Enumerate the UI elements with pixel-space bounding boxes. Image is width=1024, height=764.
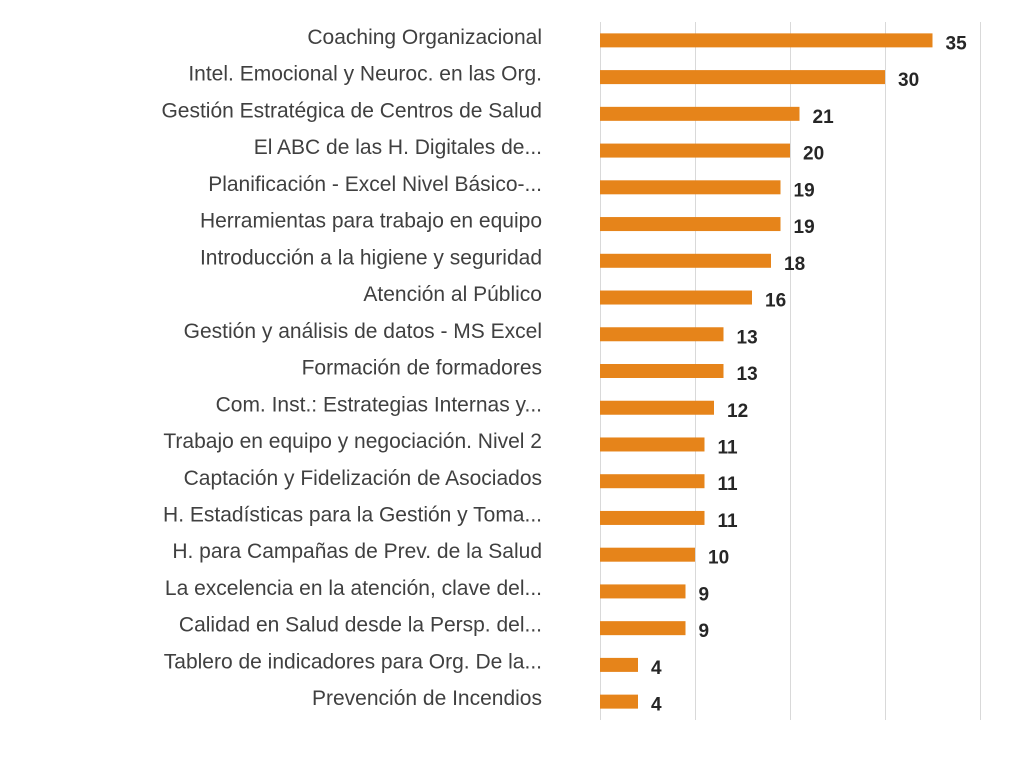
category-label-17: Tablero de indicadores para Org. De la..…: [164, 650, 542, 673]
bar-16: [600, 621, 686, 636]
category-label-4: Planificación - Excel Nivel Básico-...: [208, 173, 542, 196]
data-label-13: 11: [718, 511, 739, 532]
data-label-8: 13: [737, 327, 758, 348]
category-label-14: H. para Campañas de Prev. de la Salud: [172, 540, 542, 563]
data-label-15: 9: [699, 584, 710, 605]
category-label-18: Prevención de Incendios: [312, 687, 542, 710]
category-label-2: Gestión Estratégica de Centros de Salud: [161, 99, 542, 122]
bar-9: [600, 364, 724, 378]
bars: [600, 33, 933, 709]
bar-6: [600, 253, 771, 268]
data-label-12: 11: [718, 474, 739, 495]
category-label-1: Intel. Emocional y Neuroc. en las Org.: [188, 63, 542, 86]
category-label-15: La excelencia en la atención, clave del.…: [165, 577, 542, 600]
bar-10: [600, 400, 714, 415]
gridlines: [600, 22, 981, 720]
data-label-17: 4: [651, 658, 662, 679]
category-label-8: Gestión y análisis de datos - MS Excel: [184, 320, 542, 343]
bar-11: [600, 437, 705, 452]
category-label-12: Captación y Fidelización de Asociados: [184, 467, 542, 490]
category-label-7: Atención al Público: [363, 283, 542, 306]
category-label-11: Trabajo en equipo y negociación. Nivel 2: [163, 430, 542, 453]
category-label-16: Calidad en Salud desde la Persp. del...: [179, 614, 542, 637]
bar-8: [600, 327, 724, 342]
data-label-18: 4: [651, 695, 662, 716]
bar-17: [600, 657, 638, 672]
bar-1: [600, 70, 885, 85]
bar-14: [600, 547, 695, 562]
data-labels: 35 30 21 20 19 19 18 16 13 13 12 11 11 11 10 9 9 4 4: [651, 33, 967, 715]
data-label-1: 30: [898, 70, 919, 91]
category-label-9: Formación de formadores: [302, 357, 542, 380]
bar-15: [600, 584, 686, 599]
data-label-2: 21: [813, 107, 835, 128]
data-label-7: 16: [765, 291, 786, 312]
bar-18: [600, 694, 638, 709]
bar-7: [600, 290, 752, 305]
data-label-14: 10: [708, 548, 729, 569]
category-label-3: El ABC de las H. Digitales de...: [254, 136, 542, 159]
category-labels: Coaching Organizacional Intel. Emocional …: [161, 26, 542, 710]
category-label-13: H. Estadísticas para la Gestión y Toma..…: [163, 503, 542, 526]
data-label-0: 35: [946, 33, 968, 54]
bar-4: [600, 180, 781, 195]
data-label-10: 12: [727, 401, 748, 422]
bar-12: [600, 474, 705, 489]
bar-13: [600, 510, 705, 525]
bar-0: [600, 33, 933, 48]
category-label-6: Introducción a la higiene y seguridad: [200, 246, 542, 269]
data-label-9: 13: [737, 364, 758, 385]
bar-3: [600, 143, 790, 158]
bar-5: [600, 217, 781, 232]
data-label-4: 19: [794, 180, 815, 201]
data-label-6: 18: [784, 254, 805, 275]
data-label-16: 9: [699, 621, 710, 642]
category-label-0: Coaching Organizacional: [307, 26, 542, 49]
category-label-10: Com. Inst.: Estrategias Internas y...: [216, 393, 542, 416]
data-label-11: 11: [718, 437, 739, 458]
category-label-5: Herramientas para trabajo en equipo: [200, 210, 542, 233]
bar-2: [600, 106, 800, 121]
data-label-3: 20: [803, 144, 824, 165]
data-label-5: 19: [794, 217, 815, 238]
